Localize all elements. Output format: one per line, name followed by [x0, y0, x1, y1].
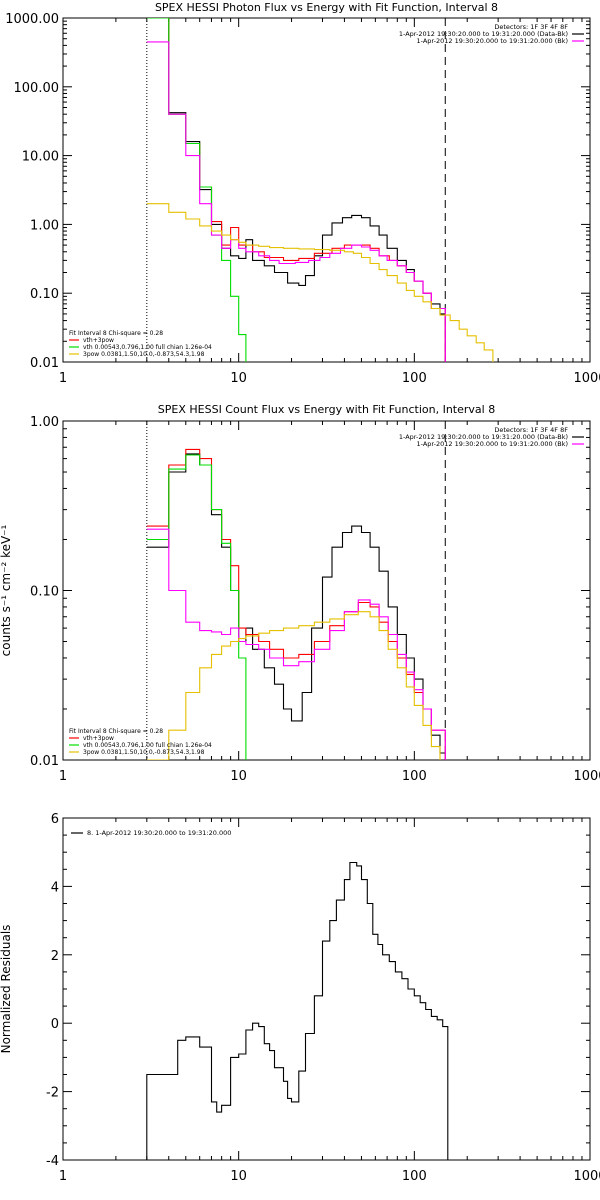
chart-title: SPEX HESSI Count Flux vs Energy with Fit…: [158, 403, 495, 416]
y-tick-label: 0.01: [30, 356, 59, 371]
count-flux-panel: SPEX HESSI Count Flux vs Energy with Fit…: [0, 403, 600, 784]
legend-entry: 1-Apr-2012 19:30:20.000 to 19:31:20.000 …: [399, 433, 568, 441]
y-tick-label: -2: [46, 1086, 59, 1101]
y-tick-label: -4: [46, 1154, 59, 1169]
data-series-line: [146, 528, 446, 760]
x-tick-label: 1000: [573, 769, 600, 784]
x-tick-label: 1000: [573, 371, 600, 386]
legend-entry: vth 0.00543,0.796,1.00 full chian 1.26e-…: [83, 742, 212, 749]
y-tick-label: 1.00: [30, 415, 59, 430]
legend-entry: 1-Apr-2012 19:30:20.000 to 19:31:20.000 …: [417, 440, 568, 448]
x-tick-label: 1: [59, 371, 67, 386]
legend-entry: Fit Interval 8 Chi-square = 0.28: [69, 330, 163, 337]
legend-entry: vth+3pow: [83, 735, 114, 742]
y-tick-label: 0.10: [30, 585, 59, 600]
data-series-line: [146, 454, 247, 760]
legend-entry: vth 0.00543,0.796,1.00 full chian 1.26e-…: [83, 344, 212, 351]
y-tick-label: 0.01: [30, 754, 59, 769]
y-tick-label: 10.00: [22, 150, 59, 165]
y-tick-label: 0: [51, 1017, 59, 1032]
y-tick-label: 0.10: [30, 287, 59, 302]
legend-entry: 8. 1-Apr-2012 19:30:20.000 to 19:31:20.0…: [87, 829, 231, 837]
y-tick-label: 1000.00: [5, 12, 59, 27]
x-tick-label: 100: [402, 769, 427, 784]
residuals-panel: Normalized Residuals 1 10 100 1000 -4 -2 0 2 4 6 8.…: [0, 812, 600, 1184]
legend-entry: vth+3pow: [83, 337, 114, 344]
y-tick-label: 2: [51, 949, 59, 964]
y-axis-label: counts s⁻¹ cm⁻² keV⁻¹: [0, 524, 13, 656]
legend-entry: 3pow 0.0381,1.50,10.0,-0.873,54.3,1.98: [83, 351, 205, 358]
series-group: [146, 448, 446, 760]
x-tick-label: 100: [402, 1169, 427, 1184]
y-tick-label: 4: [51, 880, 59, 895]
data-series-line: [146, 611, 441, 760]
legend-entry: Fit Interval 8 Chi-square = 0.28: [69, 728, 163, 735]
x-tick-label: 1000: [573, 1169, 600, 1184]
series-group: [146, 18, 494, 362]
y-tick-label: 1.00: [30, 218, 59, 233]
legend-entry: 3pow 0.0381,1.50,10.0,-0.873,54.3,1.98: [83, 749, 205, 756]
x-tick-label: 1: [59, 1169, 67, 1184]
photon-flux-panel: SPEX HESSI Photon Flux vs Energy with Fi…: [5, 1, 600, 386]
series-group: [146, 861, 449, 1160]
x-tick-label: 1: [59, 769, 67, 784]
x-tick-label: 10: [230, 769, 247, 784]
y-tick-label: 6: [51, 812, 59, 827]
chart-title: SPEX HESSI Photon Flux vs Energy with Fi…: [155, 1, 498, 14]
legend-entry: Detectors: 1F 3F 4F 8F: [494, 426, 568, 434]
legend-entry: Detectors: 1F 3F 4F 8F: [494, 23, 568, 31]
x-tick-label: 100: [402, 371, 427, 386]
legend-entry: 1-Apr-2012 19:30:20.000 to 19:31:20.000 …: [399, 30, 568, 38]
data-series-line: [146, 203, 494, 362]
plot-frame: [62, 17, 591, 363]
y-axis-label: Normalized Residuals: [0, 925, 13, 1054]
data-series-line: [146, 861, 449, 1160]
legend-entry: 1-Apr-2012 19:30:20.000 to 19:31:20.000 …: [417, 37, 568, 45]
x-tick-label: 10: [230, 1169, 247, 1184]
x-tick-label: 10: [230, 371, 247, 386]
y-tick-label: 100.00: [14, 81, 60, 96]
